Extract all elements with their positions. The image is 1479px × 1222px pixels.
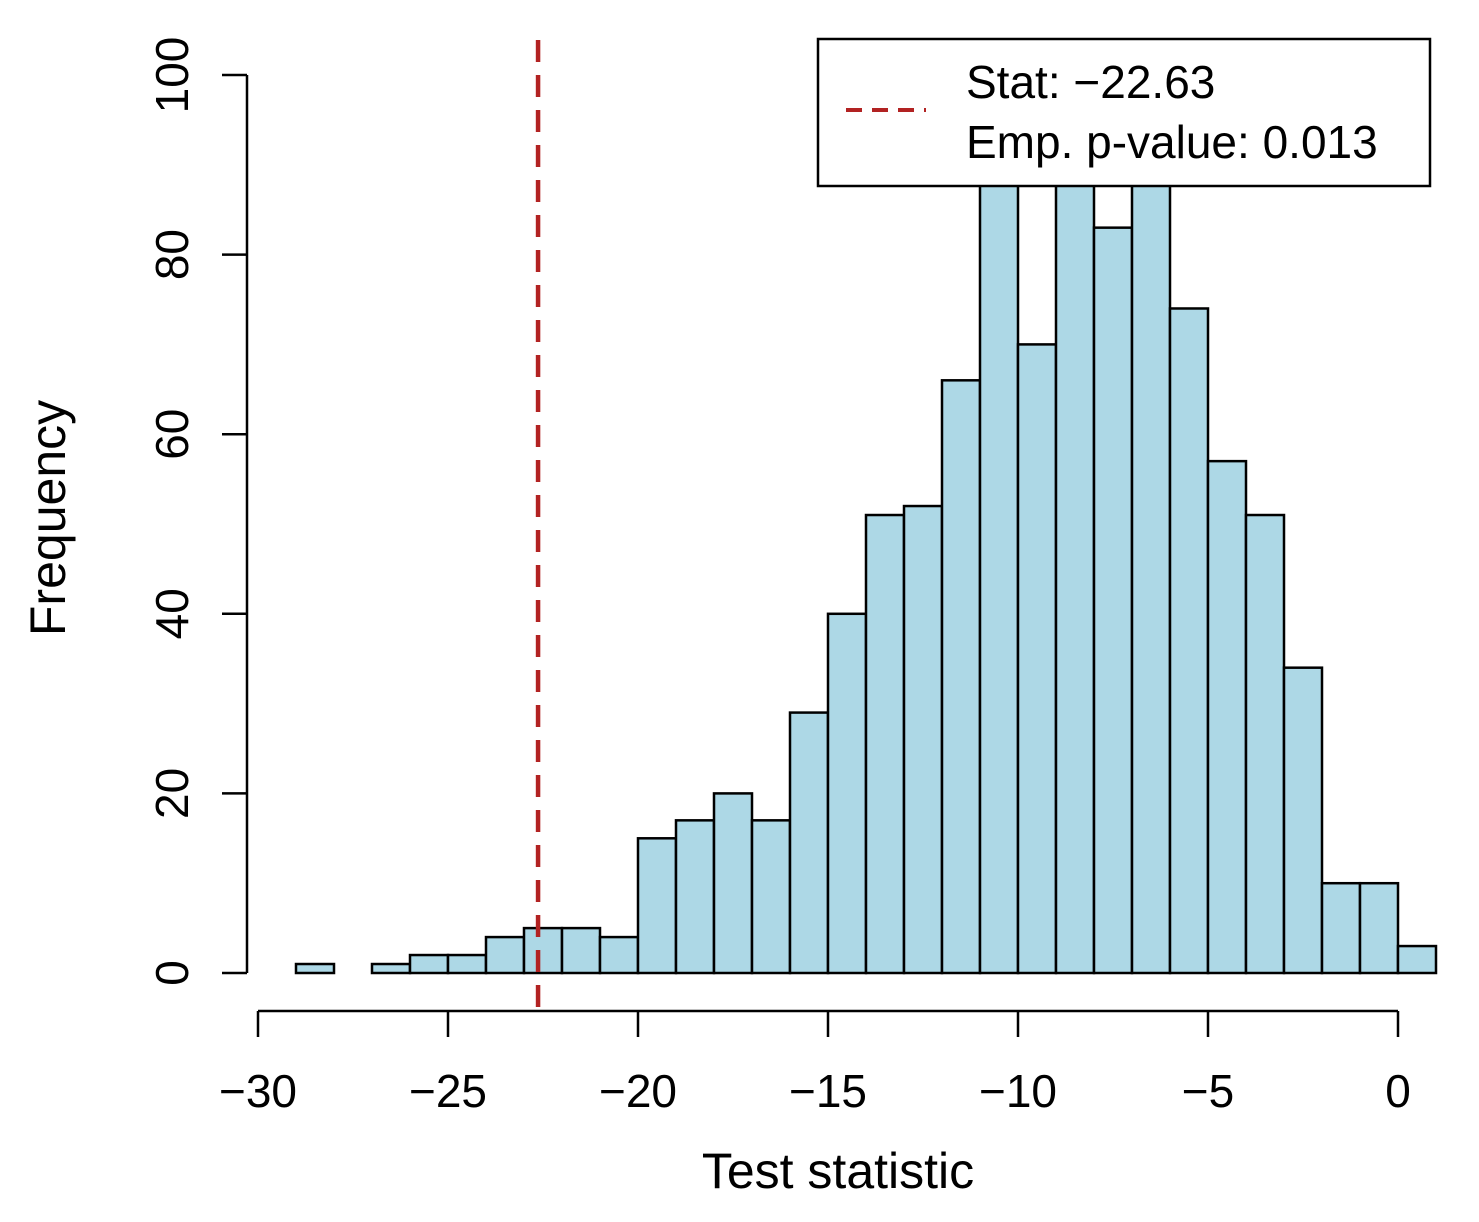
- histogram-bar-23: [1168, 307, 1210, 975]
- histogram-bar-5: [484, 935, 526, 975]
- histogram-bar-12: [750, 819, 792, 975]
- y-tick-label-100: 100: [146, 37, 198, 114]
- bars-layer: [294, 82, 1438, 975]
- histogram-bar-4: [446, 953, 488, 975]
- legend-box: [816, 37, 1432, 188]
- histogram-bar-10: [674, 819, 716, 975]
- histogram-bar-13: [788, 711, 830, 975]
- histogram-bar-6: [522, 926, 564, 975]
- histogram-bar-29: [1396, 944, 1438, 975]
- histogram-bar-28: [1358, 881, 1400, 975]
- histogram-bar-26: [1282, 666, 1324, 975]
- x-tick-label--10: −10: [979, 1065, 1057, 1117]
- histogram-bar-3: [408, 953, 450, 975]
- histogram-bar-0: [294, 962, 336, 975]
- histogram-bar-17: [940, 379, 982, 975]
- histogram-bar-19: [1016, 343, 1058, 975]
- x-tick-label-0: 0: [1385, 1065, 1411, 1117]
- y-tick-label-60: 60: [146, 409, 198, 460]
- x-tick-label--20: −20: [599, 1065, 677, 1117]
- histogram-bar-16: [902, 504, 944, 975]
- histogram-bar-7: [560, 926, 602, 975]
- histogram-bar-9: [636, 837, 678, 975]
- histogram-bar-15: [864, 513, 906, 975]
- histogram-bar-8: [598, 935, 640, 975]
- histogram-bar-22: [1130, 109, 1172, 975]
- histogram-bar-14: [826, 612, 868, 975]
- y-tick-label-0: 0: [146, 960, 198, 986]
- y-axis-title: Frequency: [20, 400, 76, 636]
- x-axis-title: Test statistic: [702, 1143, 974, 1199]
- x-axis: −30 −25 −20 −15 −10 −5 0: [219, 1009, 1411, 1117]
- histogram-bar-24: [1206, 459, 1248, 975]
- legend-stat-text: Stat: −22.63: [966, 56, 1215, 108]
- x-tick-label--30: −30: [219, 1065, 297, 1117]
- histogram-bar-21: [1092, 226, 1134, 975]
- legend-pvalue-text: Emp. p-value: 0.013: [966, 116, 1378, 168]
- histogram-bar-18: [978, 136, 1020, 975]
- x-tick-label--25: −25: [409, 1065, 487, 1117]
- y-axis: 0 20 40 60 80 100: [146, 37, 249, 986]
- histogram-bar-11: [712, 792, 754, 975]
- histogram-bar-20: [1054, 82, 1096, 975]
- x-tick-label--15: −15: [789, 1065, 867, 1117]
- histogram-bar-25: [1244, 513, 1286, 975]
- histogram-bar-27: [1320, 881, 1362, 975]
- legend: Stat: −22.63 Emp. p-value: 0.013: [816, 37, 1432, 188]
- y-tick-label-80: 80: [146, 229, 198, 280]
- x-tick-label--5: −5: [1182, 1065, 1234, 1117]
- histogram-bar-2: [370, 962, 412, 975]
- y-tick-label-20: 20: [146, 768, 198, 819]
- y-tick-label-40: 40: [146, 588, 198, 639]
